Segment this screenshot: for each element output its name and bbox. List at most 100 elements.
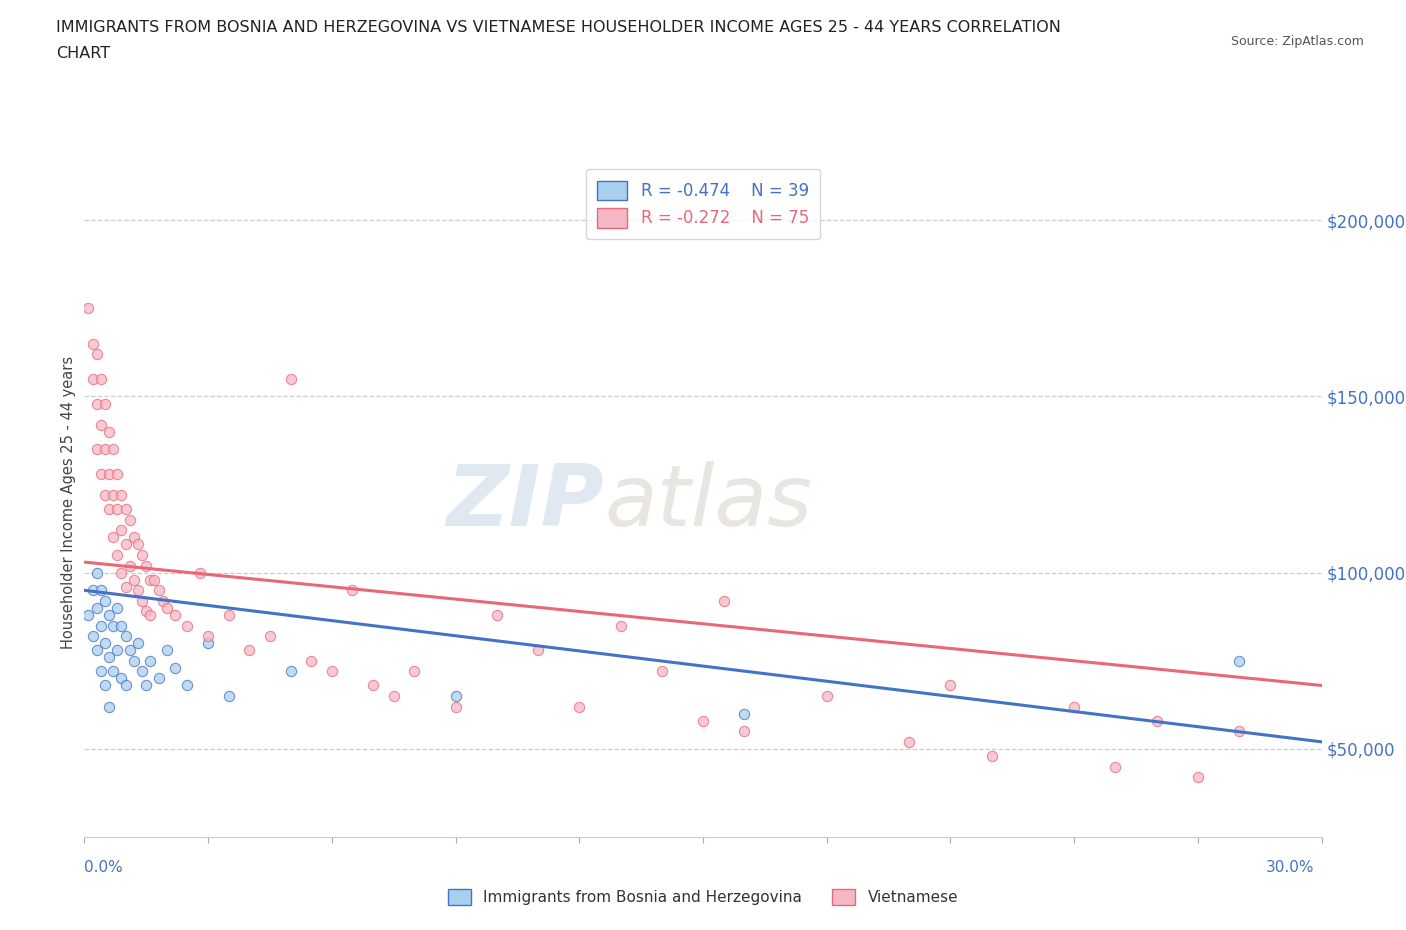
Point [713, 593, 735, 608]
Point [143, 572, 166, 587]
Point [110, 523, 132, 538]
Point [98, 467, 121, 482]
Point [980, 749, 1002, 764]
Text: CHART: CHART [56, 46, 110, 61]
Point [77, 301, 100, 316]
Point [485, 607, 508, 622]
Point [118, 558, 141, 573]
Point [110, 671, 132, 685]
Point [94, 442, 117, 457]
Point [114, 678, 136, 693]
Point [110, 565, 132, 580]
Point [103, 487, 125, 502]
Y-axis label: Householder Income Ages 25 - 44 years: Householder Income Ages 25 - 44 years [60, 355, 76, 649]
Point [148, 671, 170, 685]
Point [238, 643, 260, 658]
Point [105, 601, 128, 616]
Point [1227, 654, 1250, 669]
Point [86, 601, 108, 616]
Point [98, 650, 121, 665]
Point [135, 558, 157, 573]
Point [197, 629, 219, 644]
Point [382, 688, 405, 703]
Point [103, 442, 125, 457]
Text: ZIP: ZIP [446, 460, 605, 544]
Point [218, 607, 240, 622]
Point [176, 618, 198, 633]
Point [86, 347, 108, 362]
Point [131, 548, 153, 563]
Point [82, 371, 104, 386]
Point [98, 607, 121, 622]
Text: 0.0%: 0.0% [84, 860, 124, 875]
Point [280, 664, 302, 679]
Legend: Immigrants from Bosnia and Herzegovina, Vietnamese: Immigrants from Bosnia and Herzegovina, … [440, 882, 966, 913]
Point [118, 512, 141, 527]
Point [176, 678, 198, 693]
Point [444, 688, 467, 703]
Point [342, 583, 364, 598]
Point [90, 371, 112, 386]
Point [939, 678, 962, 693]
Point [82, 336, 104, 351]
Point [90, 618, 112, 633]
Point [114, 629, 136, 644]
Point [404, 664, 426, 679]
Point [139, 607, 162, 622]
Text: IMMIGRANTS FROM BOSNIA AND HERZEGOVINA VS VIETNAMESE HOUSEHOLDER INCOME AGES 25 : IMMIGRANTS FROM BOSNIA AND HERZEGOVINA V… [56, 20, 1062, 35]
Point [98, 502, 121, 517]
Point [94, 678, 117, 693]
Legend: R = -0.474    N = 39, R = -0.272    N = 75: R = -0.474 N = 39, R = -0.272 N = 75 [585, 169, 821, 239]
Point [94, 593, 117, 608]
Point [321, 664, 343, 679]
Point [165, 607, 187, 622]
Point [152, 593, 174, 608]
Point [156, 643, 179, 658]
Point [98, 699, 121, 714]
Point [188, 565, 211, 580]
Point [127, 636, 149, 651]
Point [148, 583, 170, 598]
Point [122, 572, 145, 587]
Point [90, 418, 112, 432]
Point [815, 688, 838, 703]
Point [105, 467, 128, 482]
Point [82, 629, 104, 644]
Point [86, 442, 108, 457]
Point [114, 502, 136, 517]
Point [156, 601, 179, 616]
Point [110, 487, 132, 502]
Point [98, 424, 121, 439]
Point [105, 548, 128, 563]
Point [135, 604, 157, 618]
Point [103, 664, 125, 679]
Point [280, 371, 302, 386]
Point [692, 713, 714, 728]
Point [105, 502, 128, 517]
Point [90, 664, 112, 679]
Point [131, 664, 153, 679]
Point [110, 618, 132, 633]
Text: Source: ZipAtlas.com: Source: ZipAtlas.com [1230, 35, 1364, 48]
Point [127, 583, 149, 598]
Text: 30.0%: 30.0% [1267, 860, 1315, 875]
Point [197, 636, 219, 651]
Point [527, 643, 550, 658]
Point [127, 537, 149, 551]
Point [77, 607, 100, 622]
Point [139, 654, 162, 669]
Point [103, 618, 125, 633]
Point [86, 643, 108, 658]
Point [94, 636, 117, 651]
Point [218, 688, 240, 703]
Text: atlas: atlas [605, 460, 813, 544]
Point [568, 699, 591, 714]
Point [1146, 713, 1168, 728]
Point [122, 654, 145, 669]
Point [94, 487, 117, 502]
Point [733, 706, 755, 721]
Point [118, 643, 141, 658]
Point [86, 565, 108, 580]
Point [165, 660, 187, 675]
Point [259, 629, 281, 644]
